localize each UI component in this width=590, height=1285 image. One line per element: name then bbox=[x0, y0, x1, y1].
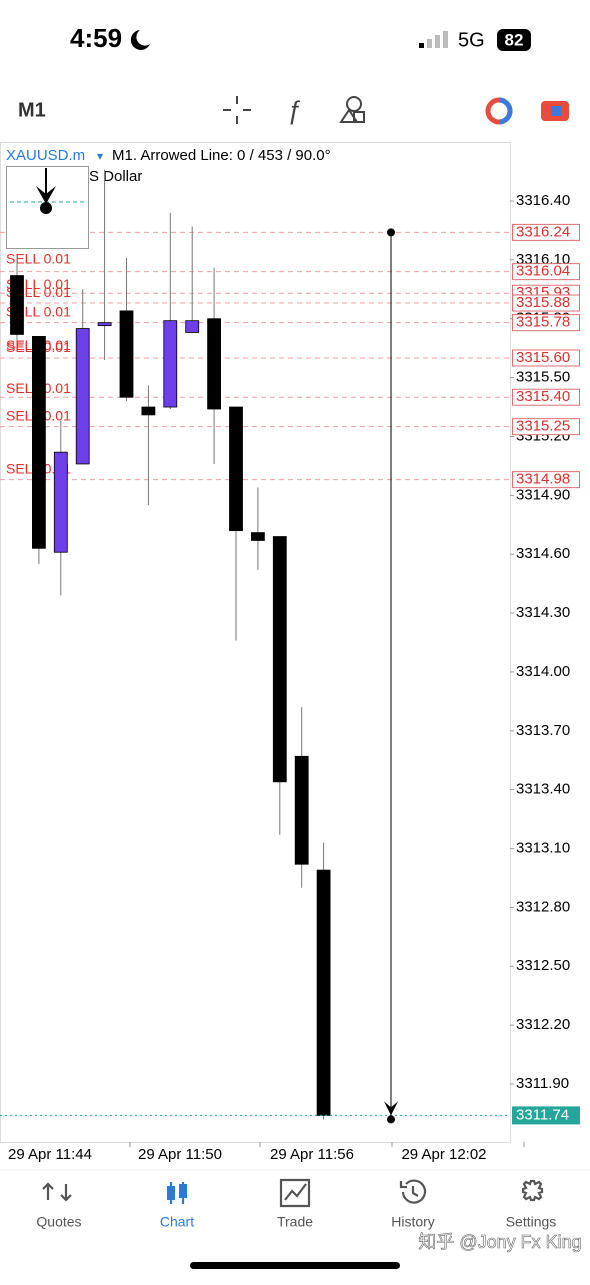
current-price-label: 3311.74 bbox=[516, 1106, 569, 1123]
level-price-label: 3316.04 bbox=[516, 263, 570, 280]
y-tick-label: 3314.30 bbox=[516, 604, 570, 621]
tab-label[interactable]: Quotes bbox=[36, 1214, 81, 1230]
candle-body bbox=[119, 310, 134, 398]
objects-button[interactable] bbox=[339, 96, 365, 123]
y-tick-label: 3315.50 bbox=[516, 369, 570, 386]
level-price-label: 3315.88 bbox=[516, 294, 570, 311]
candle-body bbox=[75, 328, 90, 465]
candle-body bbox=[32, 335, 46, 549]
watermark: 知乎 @Jony Fx King bbox=[418, 1232, 581, 1252]
network: 5G bbox=[458, 29, 485, 51]
y-tick-label: 3313.40 bbox=[516, 781, 570, 798]
y-tick-label: 3314.90 bbox=[516, 486, 570, 503]
tab-label[interactable]: History bbox=[391, 1214, 435, 1230]
level-price-box bbox=[512, 418, 580, 436]
y-tick-label: 3313.10 bbox=[516, 840, 570, 857]
arrowed-line-end bbox=[387, 1115, 395, 1124]
tab-icon bbox=[42, 1182, 72, 1202]
y-tick-label: 3316.40 bbox=[516, 192, 570, 209]
candle-body bbox=[294, 755, 309, 865]
timeframe-button[interactable]: M1 bbox=[18, 99, 46, 121]
tab-icon bbox=[399, 1179, 427, 1204]
level-price-label: 3315.25 bbox=[516, 418, 570, 435]
one-click-button[interactable] bbox=[541, 101, 569, 121]
battery-level: 82 bbox=[505, 30, 524, 49]
arrowed-line-head bbox=[384, 1101, 398, 1116]
candle-body bbox=[229, 406, 243, 532]
candle-body bbox=[97, 322, 112, 327]
x-tick-label: 29 Apr 11:50 bbox=[138, 1146, 222, 1163]
y-tick-label: 3312.80 bbox=[516, 898, 570, 915]
chart-frame bbox=[0, 142, 511, 1143]
y-tick-label: 3314.00 bbox=[516, 663, 570, 680]
current-price-box bbox=[512, 1106, 580, 1125]
tab-icon bbox=[169, 1182, 185, 1204]
level-price-box bbox=[512, 471, 580, 489]
candle-body bbox=[250, 532, 265, 541]
currency-name: S Dollar bbox=[89, 168, 142, 185]
level-price-box bbox=[512, 294, 580, 312]
tab-label[interactable]: Chart bbox=[160, 1214, 194, 1230]
symbol-dropdown[interactable]: ▾ bbox=[97, 149, 103, 163]
y-tick-label: 3313.70 bbox=[516, 722, 570, 739]
tab-label[interactable]: Settings bbox=[506, 1214, 557, 1230]
sell-label: SELL 0.01 bbox=[6, 251, 71, 267]
candle-body bbox=[10, 275, 24, 335]
moon-icon bbox=[130, 30, 150, 50]
level-price-label: 3314.98 bbox=[516, 471, 570, 488]
level-price-box bbox=[512, 223, 580, 241]
candle-body bbox=[316, 869, 331, 1116]
y-tick-label: 3314.60 bbox=[516, 545, 570, 562]
level-price-label: 3316.24 bbox=[516, 223, 570, 240]
plot: 3316.403316.103315.803315.503315.203314.… bbox=[0, 169, 580, 1163]
home-indicator bbox=[190, 1262, 400, 1269]
level-price-label: 3315.78 bbox=[516, 314, 570, 331]
x-tick-label: 29 Apr 12:02 bbox=[401, 1146, 486, 1163]
level-price-box bbox=[512, 263, 580, 281]
indicators-button[interactable]: ƒ bbox=[287, 95, 301, 125]
y-tick-label: 3312.20 bbox=[516, 1016, 570, 1033]
chart-info: M1. Arrowed Line: 0 / 453 / 90.0° bbox=[112, 147, 331, 164]
candle-body bbox=[53, 451, 68, 553]
x-tick-label: 29 Apr 11:56 bbox=[270, 1146, 354, 1163]
level-price-label: 3315.40 bbox=[516, 388, 570, 405]
signal-icon bbox=[419, 31, 448, 48]
candle-body bbox=[141, 406, 156, 416]
object-preview bbox=[6, 166, 89, 249]
candle-body bbox=[207, 318, 222, 410]
level-price-box bbox=[512, 388, 580, 406]
arrowed-line-start bbox=[387, 228, 395, 237]
tab-icon bbox=[521, 1179, 544, 1202]
candle-body bbox=[163, 320, 178, 408]
level-price-label: 3315.60 bbox=[516, 349, 570, 366]
clock: 4:59 bbox=[70, 23, 122, 53]
level-price-box bbox=[512, 314, 580, 332]
crosshair-button[interactable] bbox=[223, 96, 251, 124]
tab-bar: Quotes Chart Trade History Settings bbox=[36, 1178, 557, 1230]
tab-label[interactable]: Trade bbox=[277, 1214, 313, 1230]
tab-icon bbox=[279, 1178, 311, 1208]
candle-body bbox=[185, 320, 200, 333]
y-tick-label: 3311.90 bbox=[516, 1075, 569, 1092]
candle-body bbox=[272, 536, 287, 783]
symbol[interactable]: XAUUSD.m bbox=[6, 147, 85, 164]
trade-button[interactable] bbox=[485, 97, 513, 125]
y-tick-label: 3312.50 bbox=[516, 957, 570, 974]
battery-icon bbox=[497, 29, 531, 51]
x-tick-label: 29 Apr 11:44 bbox=[8, 1146, 92, 1163]
level-price-box bbox=[512, 349, 580, 367]
